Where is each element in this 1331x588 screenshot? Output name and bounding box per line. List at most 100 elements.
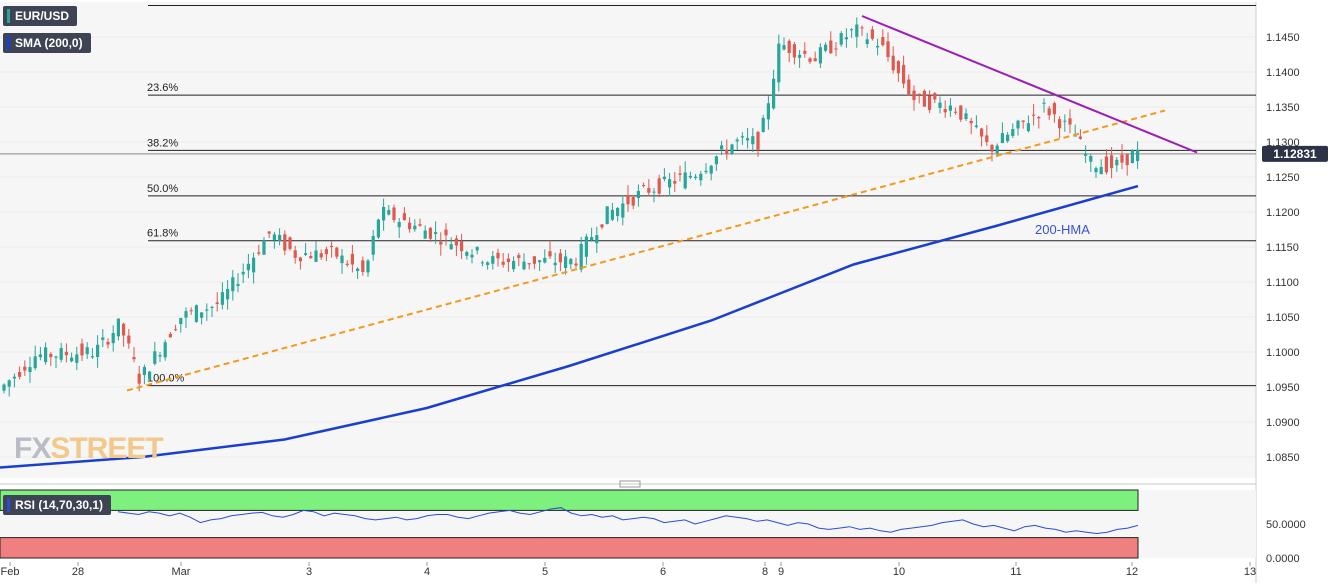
candle-body (12, 376, 16, 379)
rising-trendline (126, 109, 1166, 392)
candle-body (496, 252, 500, 259)
candle-body (688, 175, 692, 178)
candle-body (902, 64, 906, 84)
candle-body (787, 40, 791, 53)
x-tick-label: Feb (1, 566, 20, 578)
y-tick-label: 1.1000 (1266, 347, 1300, 359)
y-tick-label: 1.0850 (1266, 452, 1300, 464)
candle-body (184, 311, 188, 318)
y-tick-label: 1.1050 (1266, 312, 1300, 324)
candle-body (293, 250, 297, 258)
candle-body (423, 230, 427, 239)
candle-body (174, 329, 178, 331)
candle-body (1058, 119, 1062, 129)
candle-body (314, 250, 318, 262)
candle-body (735, 139, 739, 142)
rsi-oversold-zone (0, 537, 1139, 559)
candle-body (1130, 150, 1134, 164)
candle-body (834, 48, 838, 50)
candle-body (1047, 108, 1051, 116)
candle-body (1032, 114, 1036, 116)
candle-body (1052, 103, 1056, 115)
candle-body (85, 347, 89, 355)
fib-level-label: 38.2% (147, 137, 178, 149)
sma-legend[interactable]: SMA (200,0) (3, 33, 91, 53)
rsi-legend[interactable]: RSI (14,70,30,1) (3, 495, 112, 515)
candle-body (569, 258, 573, 265)
x-tick-label: 6 (660, 566, 666, 578)
candle-body (642, 185, 646, 187)
x-tick-label: Mar (172, 566, 191, 578)
candle-body (205, 309, 209, 311)
candle-body (361, 260, 365, 272)
candle-body (298, 257, 302, 262)
candle-body (985, 135, 989, 142)
y-tick-label: 1.0900 (1266, 417, 1300, 429)
candle-body (402, 213, 406, 221)
candle-body (49, 353, 53, 358)
candle-body (148, 371, 152, 380)
candle-body (387, 209, 391, 215)
candle-body (694, 176, 698, 178)
candle-body (116, 318, 120, 337)
candle-body (636, 190, 640, 198)
candle-body (844, 37, 848, 40)
candle-body (616, 208, 620, 217)
candle-body (70, 357, 74, 362)
candle-body (782, 45, 786, 50)
candle-body (532, 256, 536, 264)
candle-body (818, 47, 822, 64)
candle-body (517, 255, 521, 259)
x-tick-label: 12 (1126, 566, 1138, 578)
candle-body (319, 253, 323, 258)
candle-body (408, 222, 412, 230)
watermark-fx: FX (14, 432, 51, 465)
candle-body (980, 128, 984, 137)
candle-body (470, 254, 474, 258)
candle-body (1099, 167, 1103, 175)
candle-body (54, 356, 58, 358)
candle-body (808, 58, 812, 62)
candle-body (220, 292, 224, 305)
candle-body (1125, 154, 1129, 166)
candle-body (111, 333, 115, 344)
candle-body (90, 356, 94, 358)
candle-body (189, 310, 193, 312)
candle-body (751, 136, 755, 145)
candle-body (194, 305, 198, 322)
watermark-street: STREET (50, 432, 163, 465)
candle-body (678, 173, 682, 175)
candle-body (226, 288, 230, 300)
symbol-legend[interactable]: EUR/USD (3, 6, 78, 26)
candle-body (454, 238, 458, 246)
candle-body (865, 39, 869, 45)
candle-body (1016, 120, 1020, 129)
candle-body (522, 261, 526, 270)
candle-body (538, 260, 542, 263)
candle-body (860, 27, 864, 29)
candle-body (683, 172, 687, 189)
candle-body (480, 262, 484, 264)
candle-body (652, 191, 656, 193)
y-tick-label: 1.0950 (1266, 382, 1300, 394)
candle-body (215, 302, 219, 304)
candle-body (460, 241, 464, 252)
candle-body (647, 188, 651, 193)
candle-body (7, 380, 11, 387)
candle-body (1042, 102, 1046, 104)
candle-body (579, 243, 583, 270)
candle-body (486, 262, 490, 265)
candle-body (200, 312, 204, 318)
candle-body (1006, 134, 1010, 142)
candle-body (101, 337, 105, 340)
candle-body (662, 176, 666, 180)
fib-level-label: 50.0% (147, 183, 178, 195)
rsi-line (117, 507, 1139, 535)
candle-body (527, 263, 531, 265)
candle-body (917, 93, 921, 95)
x-tick-label: 9 (778, 566, 784, 578)
candle-body (938, 102, 942, 108)
current-price-badge (1262, 145, 1328, 162)
